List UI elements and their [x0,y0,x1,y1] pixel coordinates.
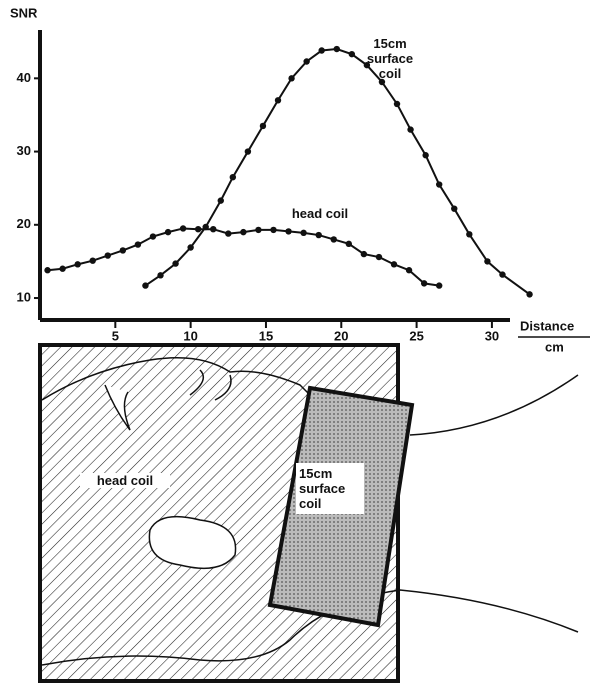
data-point [165,229,171,235]
data-point [421,280,427,286]
data-point [44,267,50,273]
y-tick-label: 10 [17,289,31,304]
data-point [361,251,367,257]
data-point [394,101,400,107]
data-point [59,266,65,272]
data-point [172,260,178,266]
y-tick-label: 20 [17,216,31,231]
data-point [288,75,294,81]
data-point [303,58,309,64]
y-tick-label: 30 [17,143,31,158]
data-point [422,152,428,158]
data-point [187,244,193,250]
data-point [436,282,442,288]
data-point [230,174,236,180]
data-point [499,271,505,277]
x-tick-label: 20 [334,328,348,343]
data-point [275,97,281,103]
y-axis-label: SNR [10,5,38,20]
data-point [74,261,80,267]
data-point [225,230,231,236]
data-point [218,197,224,203]
data-point [105,252,111,258]
data-point [270,227,276,233]
data-point [406,267,412,273]
figure: SNR Distance cm 10 20 30 40 5 10 15 20 25 30 15cm… [0,0,591,685]
x-tick-label: 25 [409,328,423,343]
data-point [346,241,352,247]
data-point [180,225,186,231]
x-tick-label: 15 [259,328,273,343]
data-point [484,258,490,264]
data-point [195,226,201,232]
data-point [376,254,382,260]
series-label: head coil [275,206,365,221]
data-point [157,272,163,278]
data-point [150,233,156,239]
data-point [142,282,148,288]
data-point [451,205,457,211]
data-point [526,291,532,297]
diagram-label: 15cm surface coil [296,463,364,514]
x-tick-label: 5 [112,328,119,343]
data-point [245,148,251,154]
data-point [260,123,266,129]
data-point [407,126,413,132]
y-tick-label: 40 [17,70,31,85]
data-point [90,257,96,263]
data-point [315,232,321,238]
x-axis-label: Distance [520,318,574,333]
x-tick-label: 30 [485,328,499,343]
cable [410,375,578,435]
fit-line [145,49,529,294]
x-tick-label: 10 [183,328,197,343]
data-point [210,226,216,232]
data-point [240,229,246,235]
data-point [120,247,126,253]
chart: SNR Distance cm 10 20 30 40 5 10 15 20 25 30 [0,0,591,685]
x-axis-unit: cm [545,339,564,354]
data-point [318,47,324,53]
data-point [255,227,261,233]
data-point [300,230,306,236]
data-point [334,46,340,52]
diagram-label: head coil [80,473,170,488]
data-point [135,241,141,247]
data-point [331,236,337,242]
data-point [436,181,442,187]
series-label: 15cm surface coil [355,36,425,81]
data-point [285,228,291,234]
data-point [466,231,472,237]
data-point [391,261,397,267]
